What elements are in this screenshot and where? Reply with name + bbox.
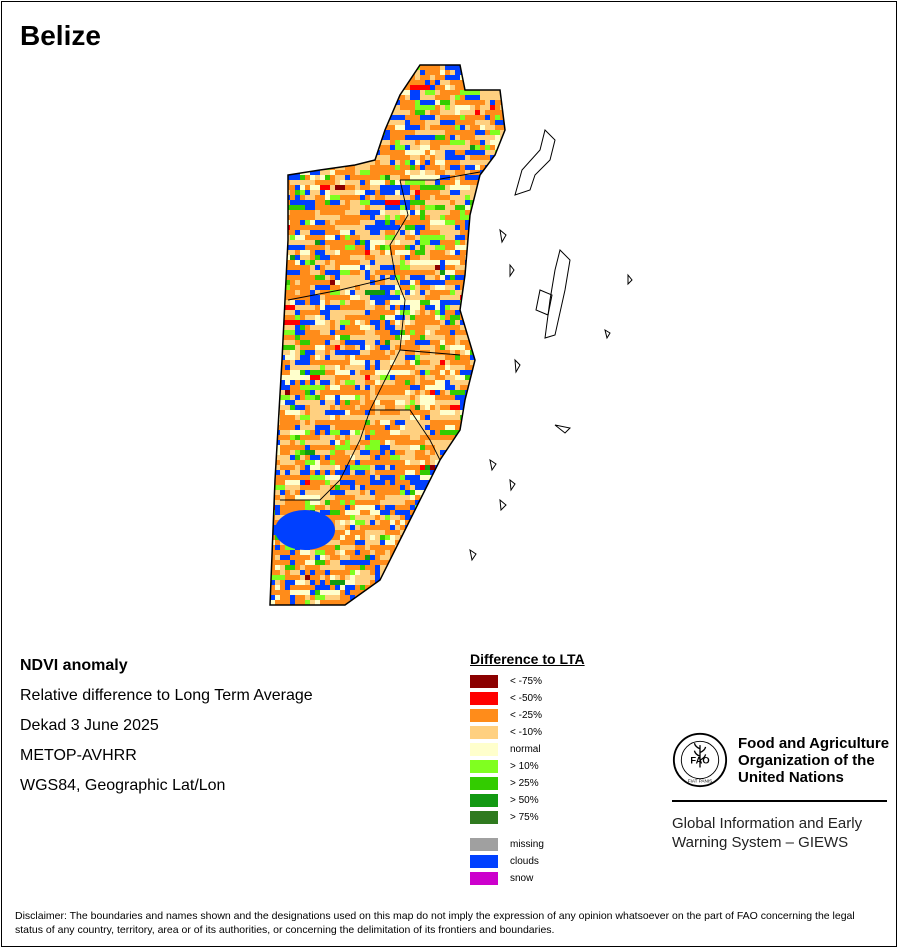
giews-line: Warning System – GIEWS	[672, 834, 849, 851]
org-line: Food and Agriculture	[738, 735, 890, 752]
legend-swatch	[470, 675, 498, 688]
legend-swatch	[470, 760, 498, 773]
legend-label: missing	[510, 839, 544, 850]
map-legend: Difference to LTA < -75% < -50% < -25% <…	[470, 651, 640, 887]
giews-name: Global Information and Early Warning Sys…	[672, 814, 862, 852]
emblem-motto: FIAT PANIS	[688, 778, 713, 783]
legend-label: < -25%	[510, 710, 542, 721]
legend-swatch	[470, 726, 498, 739]
belize-map-svg	[269, 64, 633, 606]
legend-items: < -75% < -50% < -25% < -10% normal > 10%…	[470, 673, 640, 826]
info-product: NDVI anomaly	[20, 657, 128, 674]
legend-heading: Difference to LTA	[470, 651, 585, 667]
map-info: NDVI anomaly Relative difference to Long…	[20, 655, 440, 805]
cloud-patch	[275, 510, 335, 550]
legend-item: > 10%	[470, 758, 640, 775]
legend-extra-items: missing clouds snow	[470, 836, 640, 887]
fao-organization-name: Food and Agriculture Organization of the…	[738, 735, 889, 786]
legend-swatch	[470, 872, 498, 885]
legend-swatch	[470, 838, 498, 851]
legend-item: > 75%	[470, 809, 640, 826]
disclaimer-text: Disclaimer: The boundaries and names sho…	[15, 910, 855, 936]
legend-label: < -75%	[510, 676, 542, 687]
legend-label: > 25%	[510, 778, 539, 789]
org-line: United Nations	[738, 769, 844, 786]
legend-swatch	[470, 855, 498, 868]
legend-item: < -75%	[470, 673, 640, 690]
info-sensor: METOP-AVHRR	[20, 747, 137, 764]
legend-label: normal	[510, 744, 541, 755]
legend-item-missing: missing	[470, 836, 640, 853]
legend-label: < -10%	[510, 727, 542, 738]
legend-item-snow: snow	[470, 870, 640, 887]
giews-line: Global Information and Early	[672, 815, 863, 832]
legend-label: > 75%	[510, 812, 539, 823]
legend-item: < -25%	[470, 707, 640, 724]
district-boundaries	[280, 171, 481, 501]
map-title: Belize	[20, 20, 101, 51]
legend-item: > 50%	[470, 792, 640, 809]
emblem-letters: FAO	[690, 756, 709, 766]
info-description: Relative difference to Long Term Average	[20, 687, 313, 704]
info-period: Dekad 3 June 2025	[20, 717, 159, 734]
ndvi-pixel-layer	[270, 65, 505, 605]
legend-swatch	[470, 692, 498, 705]
country-boundary	[269, 64, 506, 606]
legend-item-clouds: clouds	[470, 853, 640, 870]
legend-label: < -50%	[510, 693, 542, 704]
legend-item: < -10%	[470, 724, 640, 741]
legend-label: > 10%	[510, 761, 539, 772]
org-line: Organization of the	[738, 752, 875, 769]
legend-swatch	[470, 777, 498, 790]
legend-swatch	[470, 794, 498, 807]
legend-swatch	[470, 709, 498, 722]
fao-emblem-icon: FAO FIAT PANIS	[672, 732, 728, 788]
cayes-and-islands	[469, 129, 633, 562]
info-projection: WGS84, Geographic Lat/Lon	[20, 777, 226, 794]
legend-label: clouds	[510, 856, 539, 867]
legend-item: normal	[470, 741, 640, 758]
legend-swatch	[470, 811, 498, 824]
legend-label: snow	[510, 873, 534, 884]
logo-divider	[672, 800, 887, 802]
legend-label: > 50%	[510, 795, 539, 806]
fao-giews-logo: FAO FIAT PANIS Food and Agriculture Orga…	[672, 728, 892, 868]
legend-item: > 25%	[470, 775, 640, 792]
legend-swatch	[470, 743, 498, 756]
ndvi-anomaly-map	[260, 60, 640, 620]
legend-item: < -50%	[470, 690, 640, 707]
